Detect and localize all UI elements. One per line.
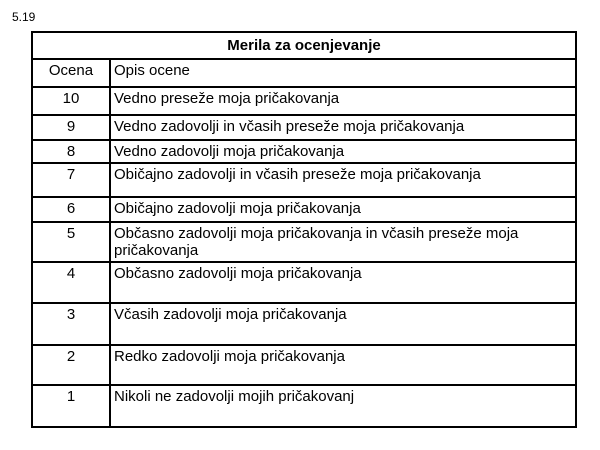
section-number: 5.19 (12, 10, 36, 24)
description-cell: Vedno zadovolji in včasih preseže moja p… (109, 114, 577, 141)
table-row: 6 Običajno zadovolji moja pričakovanja (31, 196, 577, 223)
description-cell: Vedno zadovolji moja pričakovanja (109, 139, 577, 164)
table-row: 4 Občasno zadovolji moja pričakovanja (31, 261, 577, 304)
table-title-row: Merila za ocenjevanje (31, 31, 577, 60)
grade-cell: 5 (31, 221, 111, 263)
description-cell: Vedno preseže moja pričakovanja (109, 86, 577, 116)
table-header-row: Ocena Opis ocene (31, 58, 577, 88)
table-row: 8 Vedno zadovolji moja pričakovanja (31, 139, 577, 164)
table-row: 3 Včasih zadovolji moja pričakovanja (31, 302, 577, 346)
header-grade: Ocena (31, 58, 111, 88)
grade-cell: 7 (31, 162, 111, 198)
description-cell: Občasno zadovolji moja pričakovanja in v… (109, 221, 577, 263)
grade-cell: 2 (31, 344, 111, 386)
grade-cell: 9 (31, 114, 111, 141)
grading-criteria-table: Merila za ocenjevanje Ocena Opis ocene 1… (31, 31, 577, 428)
table-title: Merila za ocenjevanje (31, 31, 577, 60)
grade-cell: 10 (31, 86, 111, 116)
grade-cell: 8 (31, 139, 111, 164)
table-row: 7 Običajno zadovolji in včasih preseže mo… (31, 162, 577, 198)
description-cell: Običajno zadovolji moja pričakovanja (109, 196, 577, 223)
grade-cell: 6 (31, 196, 111, 223)
table-row: 9 Vedno zadovolji in včasih preseže moja … (31, 114, 577, 141)
table-row: 2 Redko zadovolji moja pričakovanja (31, 344, 577, 386)
grade-cell: 3 (31, 302, 111, 346)
description-cell: Nikoli ne zadovolji mojih pričakovanj (109, 384, 577, 428)
grade-cell: 1 (31, 384, 111, 428)
description-cell: Včasih zadovolji moja pričakovanja (109, 302, 577, 346)
table-row: 10 Vedno preseže moja pričakovanja (31, 86, 577, 116)
header-description: Opis ocene (109, 58, 577, 88)
table-row: 5 Občasno zadovolji moja pričakovanja in … (31, 221, 577, 263)
description-cell: Običajno zadovolji in včasih preseže moj… (109, 162, 577, 198)
grade-cell: 4 (31, 261, 111, 304)
description-cell: Občasno zadovolji moja pričakovanja (109, 261, 577, 304)
table-row: 1 Nikoli ne zadovolji mojih pričakovanj (31, 384, 577, 428)
description-cell: Redko zadovolji moja pričakovanja (109, 344, 577, 386)
